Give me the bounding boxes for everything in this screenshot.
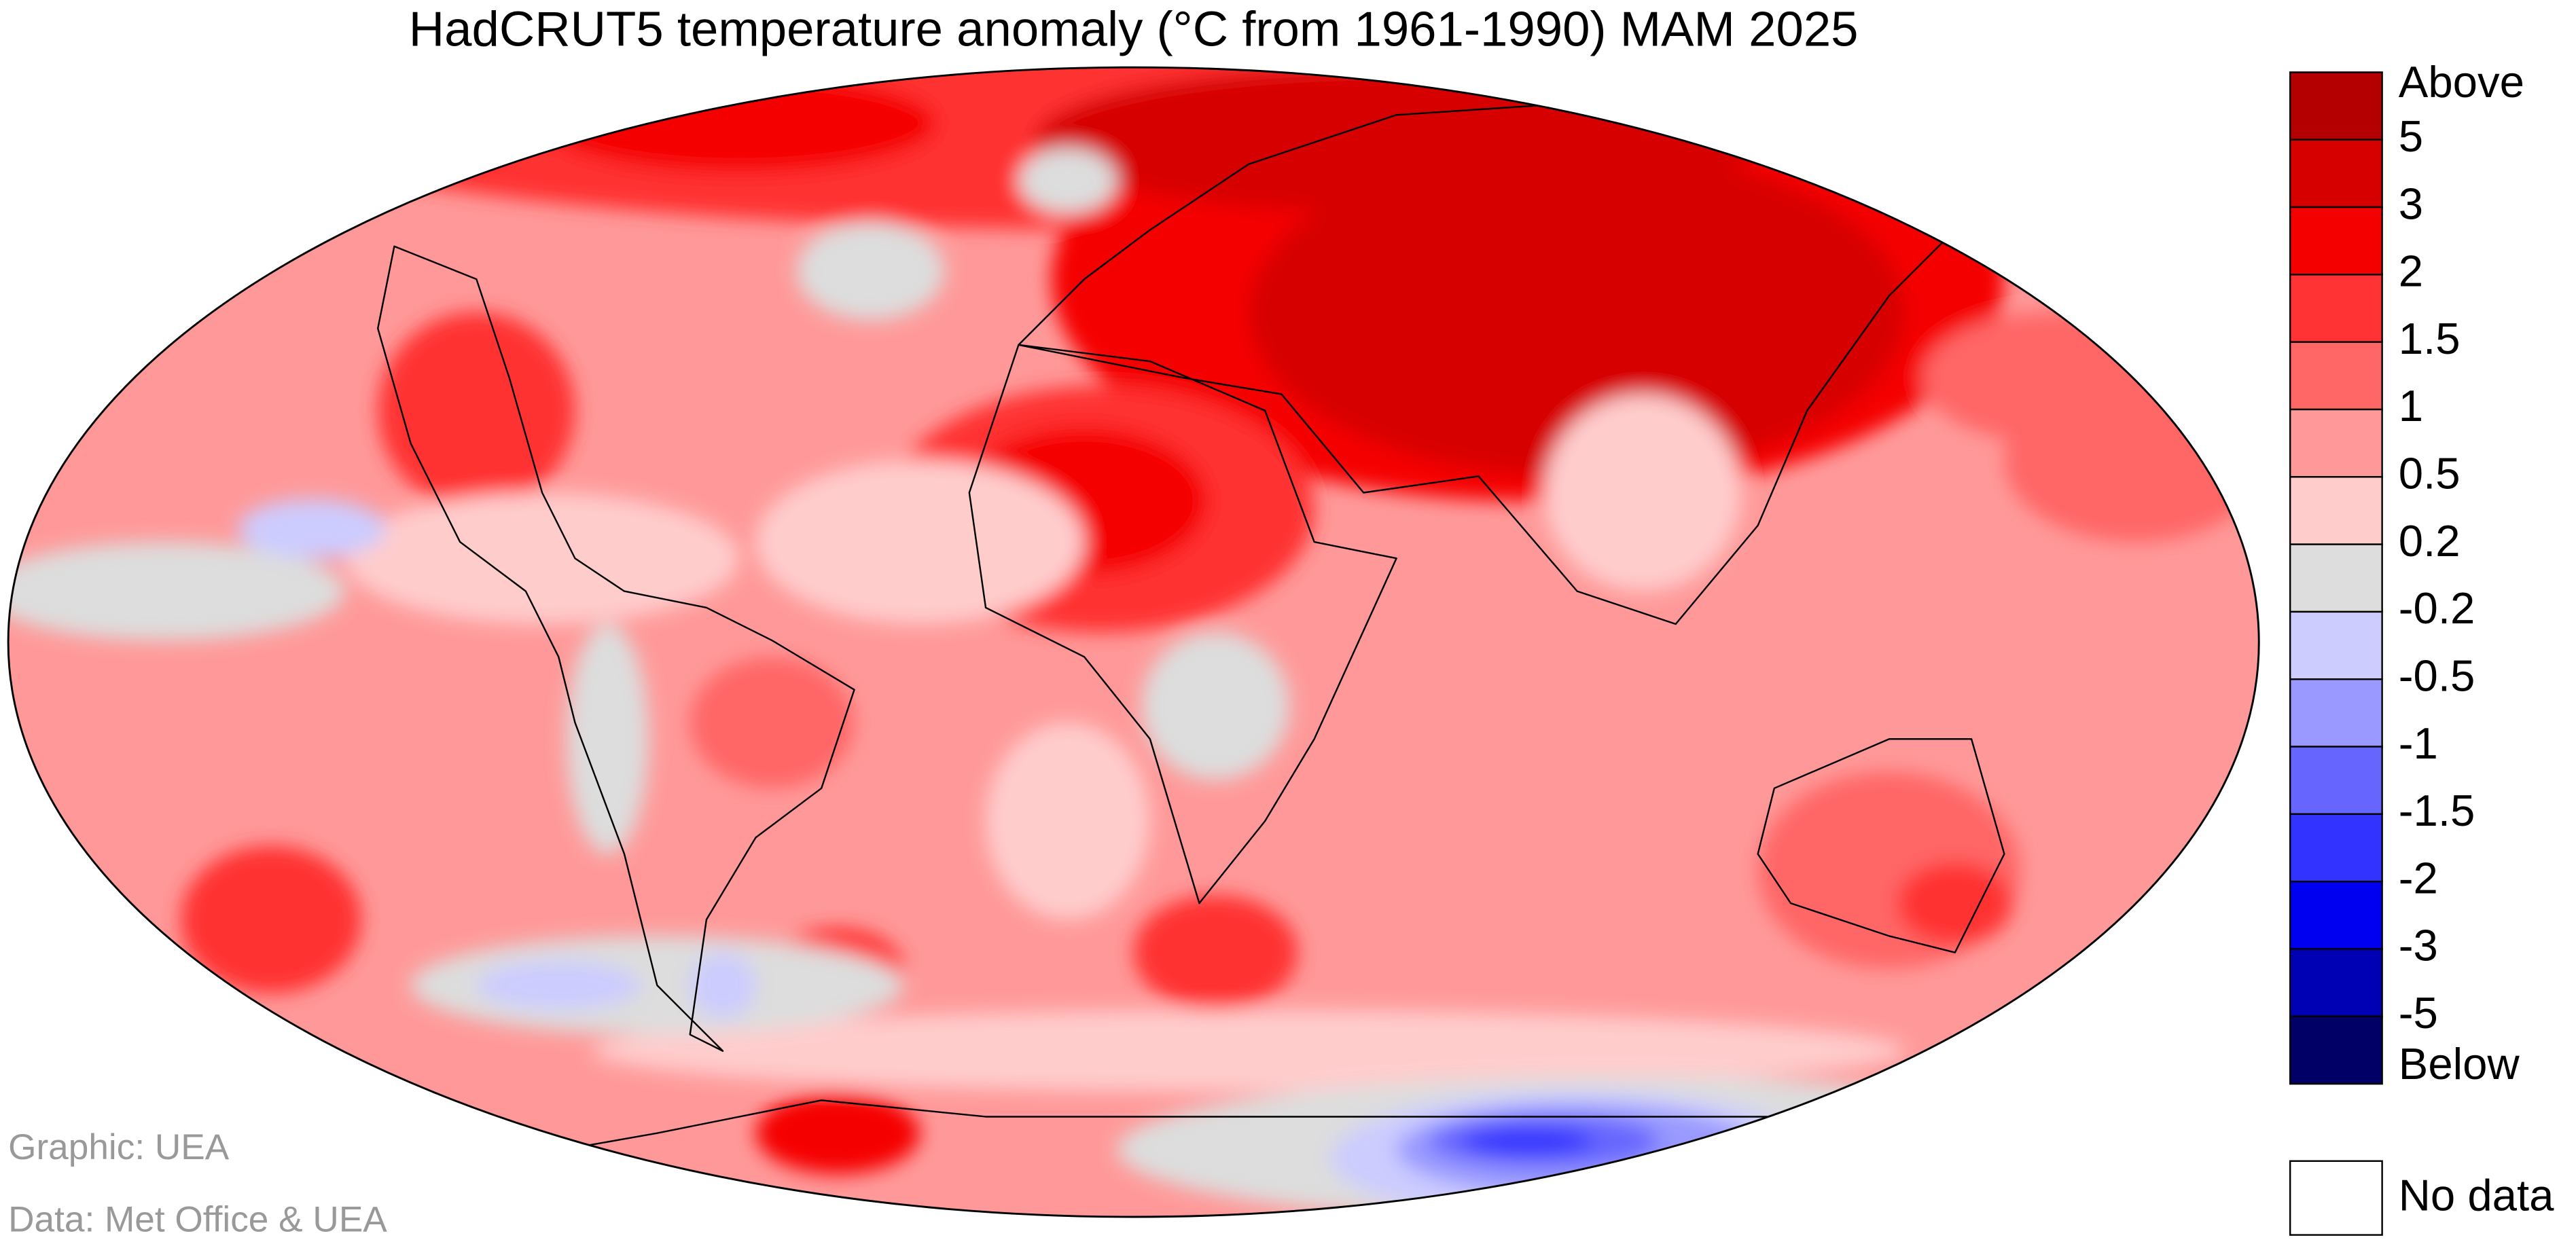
legend-label: 5 bbox=[2399, 111, 2423, 161]
legend-swatch bbox=[2289, 139, 2383, 208]
legend-label: -0.2 bbox=[2399, 583, 2475, 633]
credit: Data: Met Office & UEA bbox=[8, 1199, 387, 1239]
legend-label: Below bbox=[2399, 1039, 2520, 1089]
anomaly-field bbox=[8, 67, 2259, 1217]
map-outline bbox=[7, 66, 2260, 1218]
legend-swatch bbox=[2289, 1015, 2383, 1085]
legend-swatch bbox=[2289, 746, 2383, 816]
no-data-label: No data bbox=[2399, 1171, 2554, 1220]
legend-label: 3 bbox=[2399, 179, 2423, 228]
legend-label: -1 bbox=[2399, 718, 2438, 768]
credit: Graphic: UEA bbox=[8, 1127, 230, 1167]
legend-swatch bbox=[2289, 206, 2383, 276]
map-title: HadCRUT5 temperature anomaly (°C from 19… bbox=[409, 2, 1859, 57]
legend-label: 0.2 bbox=[2399, 516, 2461, 566]
legend-swatch bbox=[2289, 948, 2383, 1018]
legend-label: -0.5 bbox=[2399, 651, 2475, 700]
legend-swatch bbox=[2289, 880, 2383, 950]
legend-swatch bbox=[2289, 476, 2383, 545]
map-area bbox=[8, 67, 2259, 1217]
legend-label: -2 bbox=[2399, 853, 2438, 902]
legend-label: -5 bbox=[2399, 988, 2438, 1038]
legend-label: 2 bbox=[2399, 246, 2423, 296]
legend-label: 1 bbox=[2399, 381, 2423, 431]
legend-label: 0.5 bbox=[2399, 449, 2461, 498]
legend-swatch bbox=[2289, 543, 2383, 613]
legend-label: -1.5 bbox=[2399, 786, 2475, 835]
legend-label: Above bbox=[2399, 57, 2524, 107]
legend-swatch bbox=[2289, 341, 2383, 411]
legend-swatch bbox=[2289, 678, 2383, 748]
legend-swatch bbox=[2289, 408, 2383, 478]
legend-swatch bbox=[2289, 610, 2383, 680]
legend-label: 1.5 bbox=[2399, 314, 2461, 363]
legend-swatch bbox=[2289, 813, 2383, 883]
no-data-swatch bbox=[2289, 1160, 2383, 1236]
coastlines bbox=[377, 97, 2054, 1184]
legend-swatch bbox=[2289, 71, 2383, 141]
legend-label: -3 bbox=[2399, 921, 2438, 970]
legend-swatch bbox=[2289, 274, 2383, 343]
